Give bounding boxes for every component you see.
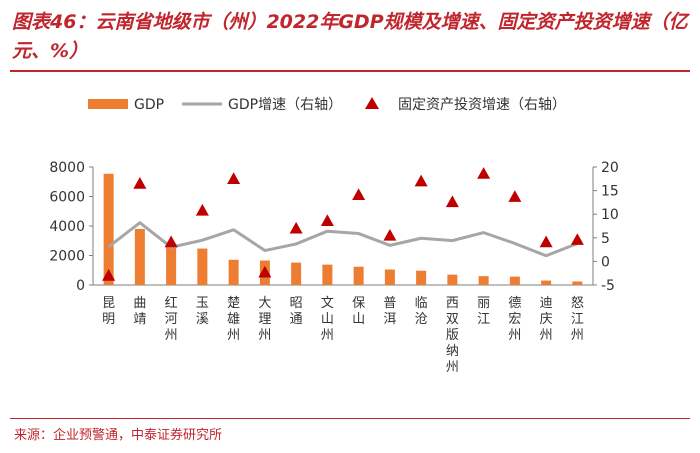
right-tick-label: 0	[601, 254, 610, 270]
category-label: 文山州	[321, 296, 334, 343]
gdp-growth-line	[107, 221, 578, 258]
category-label: 德宏州	[508, 296, 521, 343]
investment-growth-marker	[352, 188, 366, 201]
gdp-bar	[416, 270, 427, 285]
category-label: 昭通	[290, 296, 303, 327]
legend-growth-label: GDP增速（右轴）	[228, 97, 342, 113]
investment-growth-marker	[445, 195, 459, 208]
category-label: 曲靖	[133, 296, 146, 327]
title-divider	[10, 70, 690, 72]
chart-title: 图表46：云南省地级市（州）2022年GDP规模及增速、固定资产投资增速（亿元、…	[12, 11, 688, 62]
category-label: 临沧	[415, 296, 428, 327]
gdp-bar	[322, 264, 333, 285]
category-label: 迪庆州	[540, 296, 553, 343]
gdp-bar	[103, 173, 114, 285]
gdp-bar	[384, 269, 395, 285]
investment-growth-marker	[258, 265, 272, 278]
investment-growth-marker	[477, 167, 491, 179]
right-tick-label: 5	[601, 231, 610, 247]
category-label: 怒江州	[571, 296, 584, 343]
investment-growth-marker	[164, 235, 178, 248]
legend-gdp-swatch	[88, 99, 128, 109]
investment-growth-marker	[195, 203, 209, 216]
gdp-bar	[353, 266, 364, 285]
gdp-bar	[134, 228, 145, 285]
investment-growth-marker	[508, 190, 522, 202]
legend-gdp-label: GDP	[134, 97, 164, 113]
gdp-bar	[197, 248, 208, 285]
gdp-bar	[166, 243, 177, 285]
gdp-bar	[228, 259, 239, 285]
left-tick-label: 2000	[49, 249, 85, 265]
gdp-bar	[478, 276, 489, 285]
category-label: 玉溪	[196, 296, 209, 327]
category-label: 普洱	[383, 296, 396, 327]
gdp-bar	[572, 281, 583, 285]
category-label: 红河州	[165, 295, 178, 343]
investment-growth-marker	[539, 235, 553, 248]
investment-growth-marker	[133, 177, 147, 189]
investment-growth-marker	[570, 233, 584, 245]
gdp-bar	[541, 280, 552, 285]
left-tick-label: 8000	[49, 160, 85, 176]
legend-investment-label: 固定资产投资增速（右轴）	[398, 97, 566, 113]
footer-divider	[10, 418, 690, 419]
investment-growth-marker	[289, 221, 303, 234]
category-label: 楚雄州	[227, 296, 240, 343]
gdp-bar	[509, 276, 520, 285]
category-label: 大理州	[258, 296, 271, 343]
gdp-bar	[291, 262, 302, 285]
investment-growth-marker	[320, 214, 334, 227]
investment-growth-marker	[414, 174, 428, 187]
left-tick-label: 4000	[49, 219, 85, 235]
left-tick-label: 0	[76, 278, 85, 294]
right-tick-label: 15	[601, 184, 619, 200]
right-tick-label: 10	[601, 207, 619, 223]
source-note: 来源：企业预警通，中泰证券研究所	[14, 428, 223, 443]
investment-growth-marker	[383, 228, 397, 241]
right-tick-label: 20	[601, 160, 619, 176]
legend-investment-swatch	[365, 97, 379, 109]
gdp-bar	[447, 274, 458, 285]
category-label: 丽江	[477, 296, 490, 327]
category-label: 昆明	[102, 296, 115, 327]
left-tick-label: 6000	[49, 190, 85, 206]
investment-growth-marker	[102, 269, 116, 281]
investment-growth-marker	[227, 172, 241, 184]
category-label: 西双版纳州	[446, 296, 459, 375]
category-label: 保山	[352, 296, 365, 327]
right-tick-label: -5	[601, 278, 615, 294]
